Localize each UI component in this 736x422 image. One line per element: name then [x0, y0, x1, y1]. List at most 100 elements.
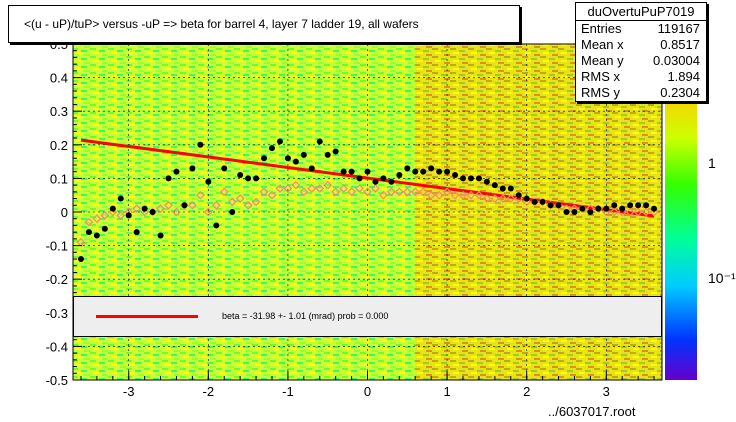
y-tick-label: 0.4	[50, 71, 68, 86]
filled-circle-point	[595, 205, 602, 212]
filled-circle-point	[380, 175, 387, 182]
filled-circle-point	[483, 178, 490, 185]
filled-circle-point	[356, 175, 363, 182]
open-diamond-point	[355, 184, 364, 193]
open-diamond-point	[116, 211, 126, 220]
open-diamond-point	[156, 204, 165, 213]
open-diamond-point	[275, 184, 285, 193]
open-diamond-point	[387, 187, 396, 197]
open-diamond-point	[347, 187, 356, 197]
filled-circle-point	[460, 175, 467, 182]
open-diamond-point	[617, 207, 627, 217]
y-tick-label: 0.2	[50, 138, 68, 153]
filled-circle-point	[412, 168, 419, 175]
open-diamond-point	[188, 200, 197, 210]
filled-circle-point	[499, 185, 506, 192]
filled-circle-point	[571, 209, 578, 215]
open-diamond-point	[649, 207, 659, 217]
filled-circle-point	[268, 145, 275, 152]
open-diamond-point	[299, 187, 309, 197]
legend-box: beta = -31.98 +- 1.01 (mrad) prob = 0.00…	[73, 296, 662, 337]
filled-circle-point	[523, 195, 530, 202]
open-diamond-point	[609, 207, 619, 217]
y-tick-label: -0.1	[46, 239, 68, 254]
filled-circle-point	[436, 168, 443, 175]
open-diamond-point	[418, 187, 428, 197]
open-diamond-point	[307, 184, 317, 193]
open-diamond-point	[514, 194, 524, 203]
filled-circle-point	[149, 209, 156, 215]
filled-circle-point	[547, 202, 554, 209]
filled-circle-point	[324, 151, 331, 158]
filled-circle-point	[475, 175, 482, 182]
z-axis-labels: 1 10⁻¹	[708, 155, 736, 286]
z-tick-label: 1	[708, 155, 716, 171]
open-diamond-point	[227, 197, 237, 207]
filled-circle-point	[284, 155, 291, 162]
filled-circle-point	[292, 158, 299, 165]
filled-circle-point	[261, 155, 268, 162]
filled-circle-point	[101, 225, 108, 232]
z-tick-label: 10⁻¹	[708, 270, 736, 286]
stats-row-mean-y: Mean y 0.03004	[581, 53, 700, 68]
filled-circle-point	[555, 202, 562, 209]
open-diamond-point	[291, 180, 301, 190]
axes: -0.5-0.4-0.3-0.2-0.100.10.20.30.40.5-3 -2…	[46, 37, 663, 399]
filled-circle-point	[452, 172, 459, 179]
open-diamond-point	[498, 194, 508, 203]
filled-circle-point	[173, 168, 180, 175]
open-diamond-point	[402, 187, 412, 197]
x-tick-label: -2	[203, 384, 215, 399]
open-diamond-point	[371, 184, 380, 193]
filled-circle-point	[364, 168, 371, 175]
open-diamond-point	[434, 190, 444, 200]
open-diamond-point	[426, 190, 436, 200]
chart-title: <(u - uP)/tuP> versus -uP => beta for ba…	[24, 17, 419, 31]
filled-circle-point	[507, 185, 514, 192]
filled-circle-point	[428, 165, 435, 172]
y-tick-label: -0.5	[46, 373, 68, 388]
filled-circle-point	[117, 195, 124, 202]
filled-circle-point	[213, 222, 220, 229]
filled-circle-point	[491, 182, 498, 189]
open-diamond-point	[625, 207, 635, 217]
filled-circle-point	[237, 172, 244, 179]
filled-circle-point	[651, 205, 658, 212]
open-diamond-point	[315, 184, 325, 193]
filled-circle-point	[531, 198, 538, 205]
open-diamond-point	[251, 197, 261, 207]
filled-circle-point	[197, 141, 204, 148]
y-tick-label: -0.4	[46, 339, 68, 354]
filled-circle-point	[245, 175, 252, 182]
filled-circle-point	[348, 168, 355, 175]
y-tick-label: 0.3	[50, 104, 68, 119]
stats-name: duOvertuPuP7019	[576, 3, 706, 21]
filled-circle-point	[635, 202, 642, 209]
filled-circle-point	[372, 178, 379, 185]
filled-circle-point	[332, 148, 339, 155]
open-diamond-point	[235, 194, 245, 203]
open-diamond-point	[339, 184, 348, 193]
filled-circle-point	[579, 205, 586, 212]
title-box: <(u - uP)/tuP> versus -uP => beta for ba…	[8, 5, 520, 43]
filled-circle-point	[308, 165, 315, 172]
stats-row-entries: Entries 119167	[581, 21, 700, 36]
filled-circle-point	[133, 229, 140, 236]
legend-fit-line	[96, 315, 198, 318]
filled-circle-point	[165, 175, 172, 182]
open-diamond-point	[482, 194, 492, 203]
open-diamond-point	[132, 204, 142, 213]
filled-circle-point	[77, 256, 84, 263]
open-diamond-point	[394, 187, 404, 197]
filled-circle-point	[420, 168, 427, 175]
filled-circle-point	[603, 205, 610, 212]
open-diamond-point	[172, 207, 181, 217]
open-diamond-point	[92, 214, 102, 224]
open-diamond-point	[211, 200, 221, 210]
filled-circle-point	[340, 168, 347, 175]
open-diamond-point	[633, 207, 643, 217]
stats-row-rms-x: RMS x 1.894	[581, 69, 700, 84]
open-diamond-point	[203, 207, 213, 217]
filled-circle-point	[627, 202, 634, 209]
filled-circle-point	[85, 229, 92, 236]
